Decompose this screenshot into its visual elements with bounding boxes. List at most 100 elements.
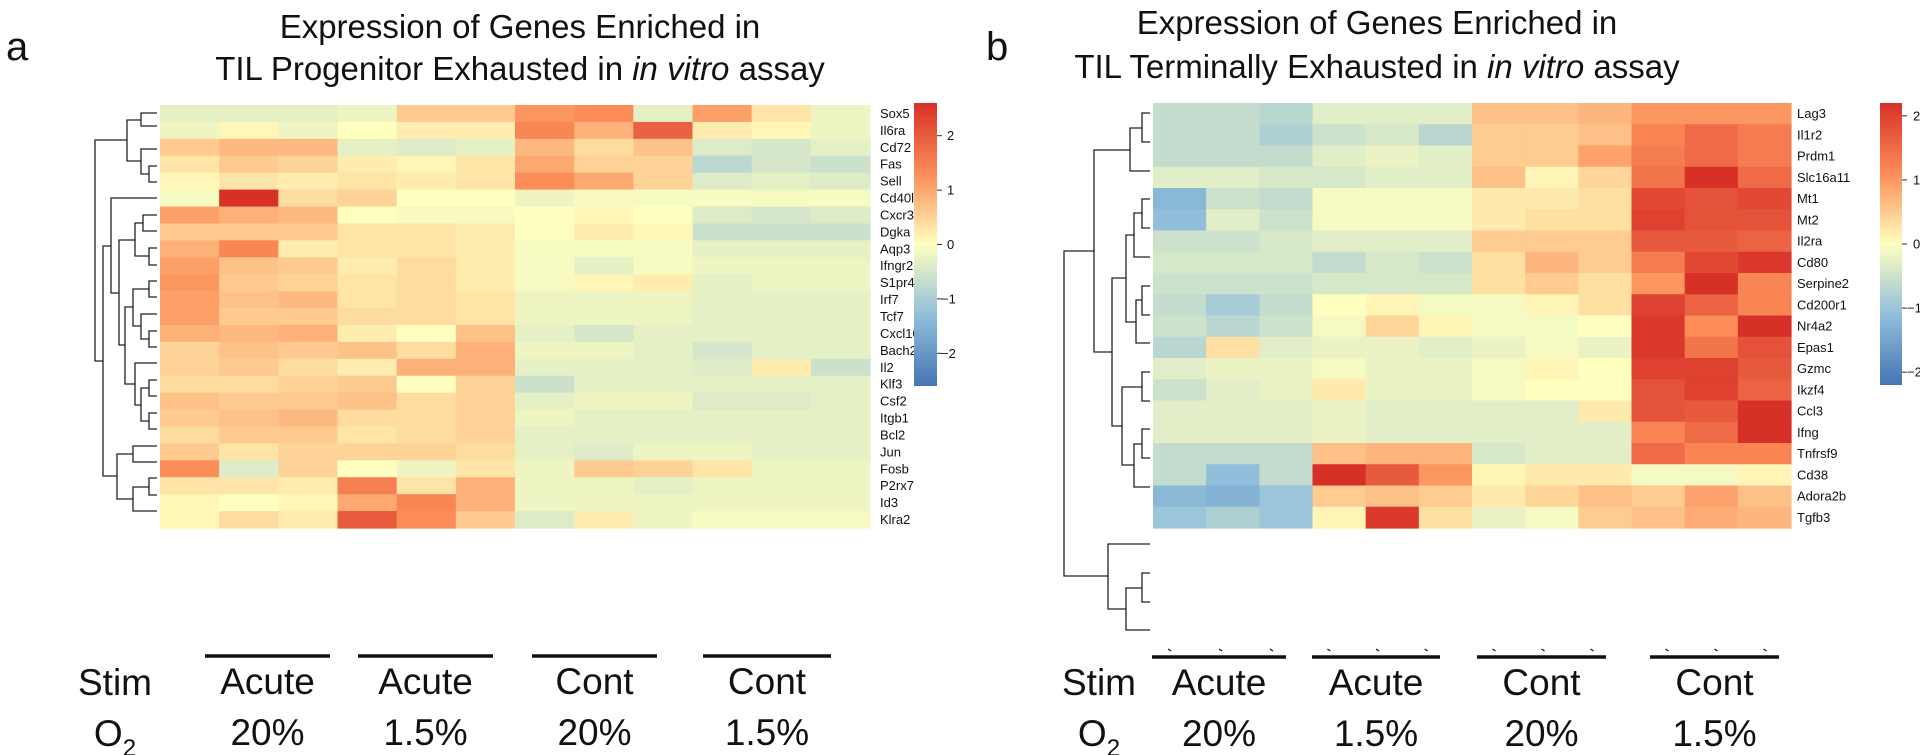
heatmap-cell <box>1206 443 1260 465</box>
heatmap-cell <box>810 223 871 241</box>
heatmap-cell <box>1578 485 1633 508</box>
heatmap-cell <box>751 460 812 478</box>
heatmap-cell <box>810 426 871 444</box>
heatmap-cell <box>515 172 575 191</box>
heatmap-cell <box>219 155 279 174</box>
heatmap-cell <box>1365 294 1420 317</box>
sample-tick <box>1327 648 1331 652</box>
heatmap-cell <box>574 341 634 360</box>
heatmap-cell <box>160 274 220 292</box>
heatmap-cell <box>810 172 871 191</box>
gene-label: Bach2 <box>880 343 917 358</box>
heatmap-cell <box>455 460 516 478</box>
heatmap-cell <box>1737 485 1792 508</box>
heatmap-cell <box>160 494 220 512</box>
heatmap-cell <box>633 308 694 326</box>
heatmap-cell <box>1578 209 1633 232</box>
heatmap-cell <box>574 105 634 123</box>
heatmap-cell <box>1312 209 1367 232</box>
heatmap-cell <box>1259 188 1314 210</box>
heatmap-cell <box>1153 400 1207 423</box>
group-o2-label: 20% <box>1182 713 1256 754</box>
heatmap-cell <box>160 460 220 478</box>
heatmap-cell <box>219 138 279 157</box>
heatmap-cell <box>1684 209 1739 232</box>
heatmap-cell <box>1631 485 1686 508</box>
heatmap-cell <box>396 189 457 208</box>
heatmap-cell <box>1525 485 1579 508</box>
heatmap-cell <box>574 155 634 174</box>
heatmap-cell <box>219 105 279 123</box>
heatmap-cell <box>633 138 694 157</box>
heatmap-cell <box>1684 379 1739 402</box>
heatmap-cell <box>1312 421 1367 444</box>
sample-tick <box>1424 648 1428 652</box>
heatmap-cell <box>1312 443 1367 465</box>
sample-tick <box>1375 648 1380 652</box>
heatmap-cell <box>337 155 398 174</box>
heatmap-cell <box>1631 294 1686 317</box>
heatmap-cell <box>515 324 575 343</box>
gene-label: Tnfrsf9 <box>1797 446 1837 461</box>
heatmap-cell <box>160 138 220 157</box>
heatmap-cell <box>574 460 634 478</box>
heatmap-cell <box>455 494 516 512</box>
heatmap-cell <box>337 358 398 377</box>
heatmap-cell <box>337 206 398 225</box>
heatmap-cell <box>1206 188 1260 210</box>
heatmap-cell <box>1206 209 1260 232</box>
heatmap-cell <box>692 223 753 241</box>
sample-tick <box>1590 648 1594 652</box>
heatmap-cell <box>1153 273 1207 295</box>
heatmap-cell <box>1259 124 1314 147</box>
heatmap-cell <box>574 443 634 461</box>
heatmap-cell <box>396 206 457 225</box>
heatmap-cell <box>1472 209 1526 232</box>
gene-label: Ikzf4 <box>1797 382 1824 397</box>
heatmap-cell <box>160 358 220 377</box>
heatmap-cell <box>219 511 279 529</box>
heatmap-cell <box>1206 336 1260 359</box>
group-stim-label: Cont <box>1502 662 1581 703</box>
heatmap-cell <box>515 308 575 326</box>
color-scale-ticks: 2 1 0 −1 −2 <box>1902 108 1920 380</box>
heatmap-cell <box>219 409 279 428</box>
heatmap-cell <box>455 189 516 208</box>
heatmap-cell <box>1684 294 1739 317</box>
group-stim-label: Cont <box>1675 662 1754 703</box>
heatmap-cell <box>337 257 398 275</box>
heatmap-cell <box>1259 400 1314 423</box>
title-line2-italic: in vitro <box>632 50 729 87</box>
heatmap-cell <box>1578 188 1633 210</box>
heatmap-cell <box>455 409 516 428</box>
heatmap-cell <box>1312 336 1367 359</box>
title-line2-italic: in vitro <box>1487 48 1584 85</box>
heatmap-cell <box>1312 506 1367 529</box>
heatmap-cell <box>278 105 339 123</box>
heatmap-cell <box>574 494 634 512</box>
heatmap-cell <box>396 443 457 461</box>
sample-tick <box>1269 648 1274 652</box>
sample-tick <box>1665 648 1669 652</box>
group-o2-label: 1.5% <box>725 712 809 753</box>
heatmap-cell <box>1312 124 1367 147</box>
heatmap-cell <box>1737 506 1792 529</box>
heatmap-cell <box>751 443 812 461</box>
gene-label: Tcf7 <box>880 309 904 324</box>
gene-label: Epas1 <box>1797 340 1834 355</box>
gene-label: Fas <box>880 157 902 172</box>
heatmap-cell <box>278 392 339 411</box>
heatmap-cell <box>810 138 871 157</box>
heatmap-cell <box>1631 443 1686 465</box>
heatmap-cell <box>1418 485 1473 508</box>
heatmap-cell <box>810 375 871 394</box>
heatmap-cell <box>1472 273 1526 295</box>
heatmap-cell <box>1418 421 1473 444</box>
heatmap-cell <box>396 375 457 394</box>
heatmap-cell <box>337 138 398 157</box>
heatmap-cell <box>1365 230 1420 253</box>
heatmap-cell <box>1206 464 1260 487</box>
heatmap-cell <box>515 426 575 444</box>
heatmap-cell <box>455 172 516 191</box>
heatmap-cell <box>1684 273 1739 295</box>
